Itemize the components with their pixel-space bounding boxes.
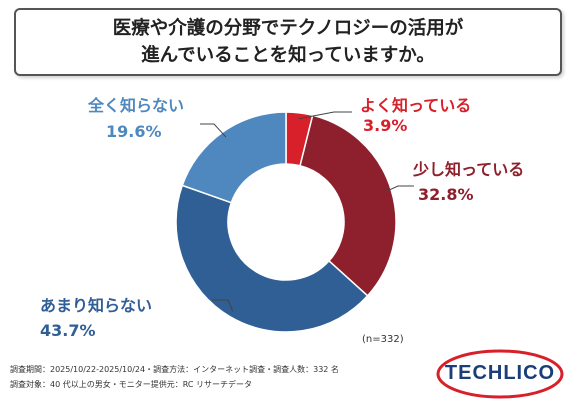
leader-lines <box>200 111 414 312</box>
title-box: 医療や介護の分野でテクノロジーの活用が 進んでいることを知っていますか。 <box>14 8 562 76</box>
leader-line-1 <box>385 185 414 193</box>
slice-label-amari-shiranai: あまり知らない 43.7% <box>40 296 152 341</box>
logo-text: TECHLICO <box>444 362 556 384</box>
slice-name: 全く知らない <box>88 96 185 115</box>
slice-label-mattaku-shiranai: 全く知らない 19.6% <box>88 96 184 142</box>
donut-slices <box>175 111 397 333</box>
slice-value: 3.9% <box>363 116 408 135</box>
logo-ring-icon <box>436 349 564 399</box>
leader-line-3 <box>200 123 227 138</box>
footer-line-2: 調査対象：40 代以上の男女・モニター提供元：RC リサーチデータ <box>10 380 253 389</box>
chart-title-line-2: 進んでいることを知っていますか。 <box>141 45 435 66</box>
footer-line-1: 調査期間：2025/10/22-2025/10/24・調査方法：インターネット調… <box>10 365 339 374</box>
chart-title-line-1: 医療や介護の分野でテクノロジーの活用が <box>112 18 464 39</box>
slice-label-yoku-shitteiru: よく知っている 3.9% <box>360 96 471 136</box>
leader-line-2 <box>212 299 234 312</box>
slice-3 <box>181 111 287 204</box>
survey-footer: 調査期間：2025/10/22-2025/10/24・調査方法：インターネット調… <box>10 362 339 392</box>
techlico-logo: TECHLICO <box>435 348 565 400</box>
slice-1 <box>299 114 397 297</box>
slice-label-sukoshi-shitteiru: 少し知っている 32.8% <box>413 160 524 205</box>
slice-value: 32.8% <box>418 185 474 204</box>
slice-name: あまり知らない <box>40 296 153 315</box>
slice-name: よく知っている <box>360 96 472 115</box>
slice-2 <box>175 184 369 333</box>
slice-value: 43.7% <box>40 321 96 340</box>
slice-name: 少し知っている <box>413 160 525 179</box>
slice-value: 19.6% <box>106 122 162 141</box>
sample-size: (n=332) <box>362 334 404 345</box>
leader-line-0 <box>298 111 352 120</box>
